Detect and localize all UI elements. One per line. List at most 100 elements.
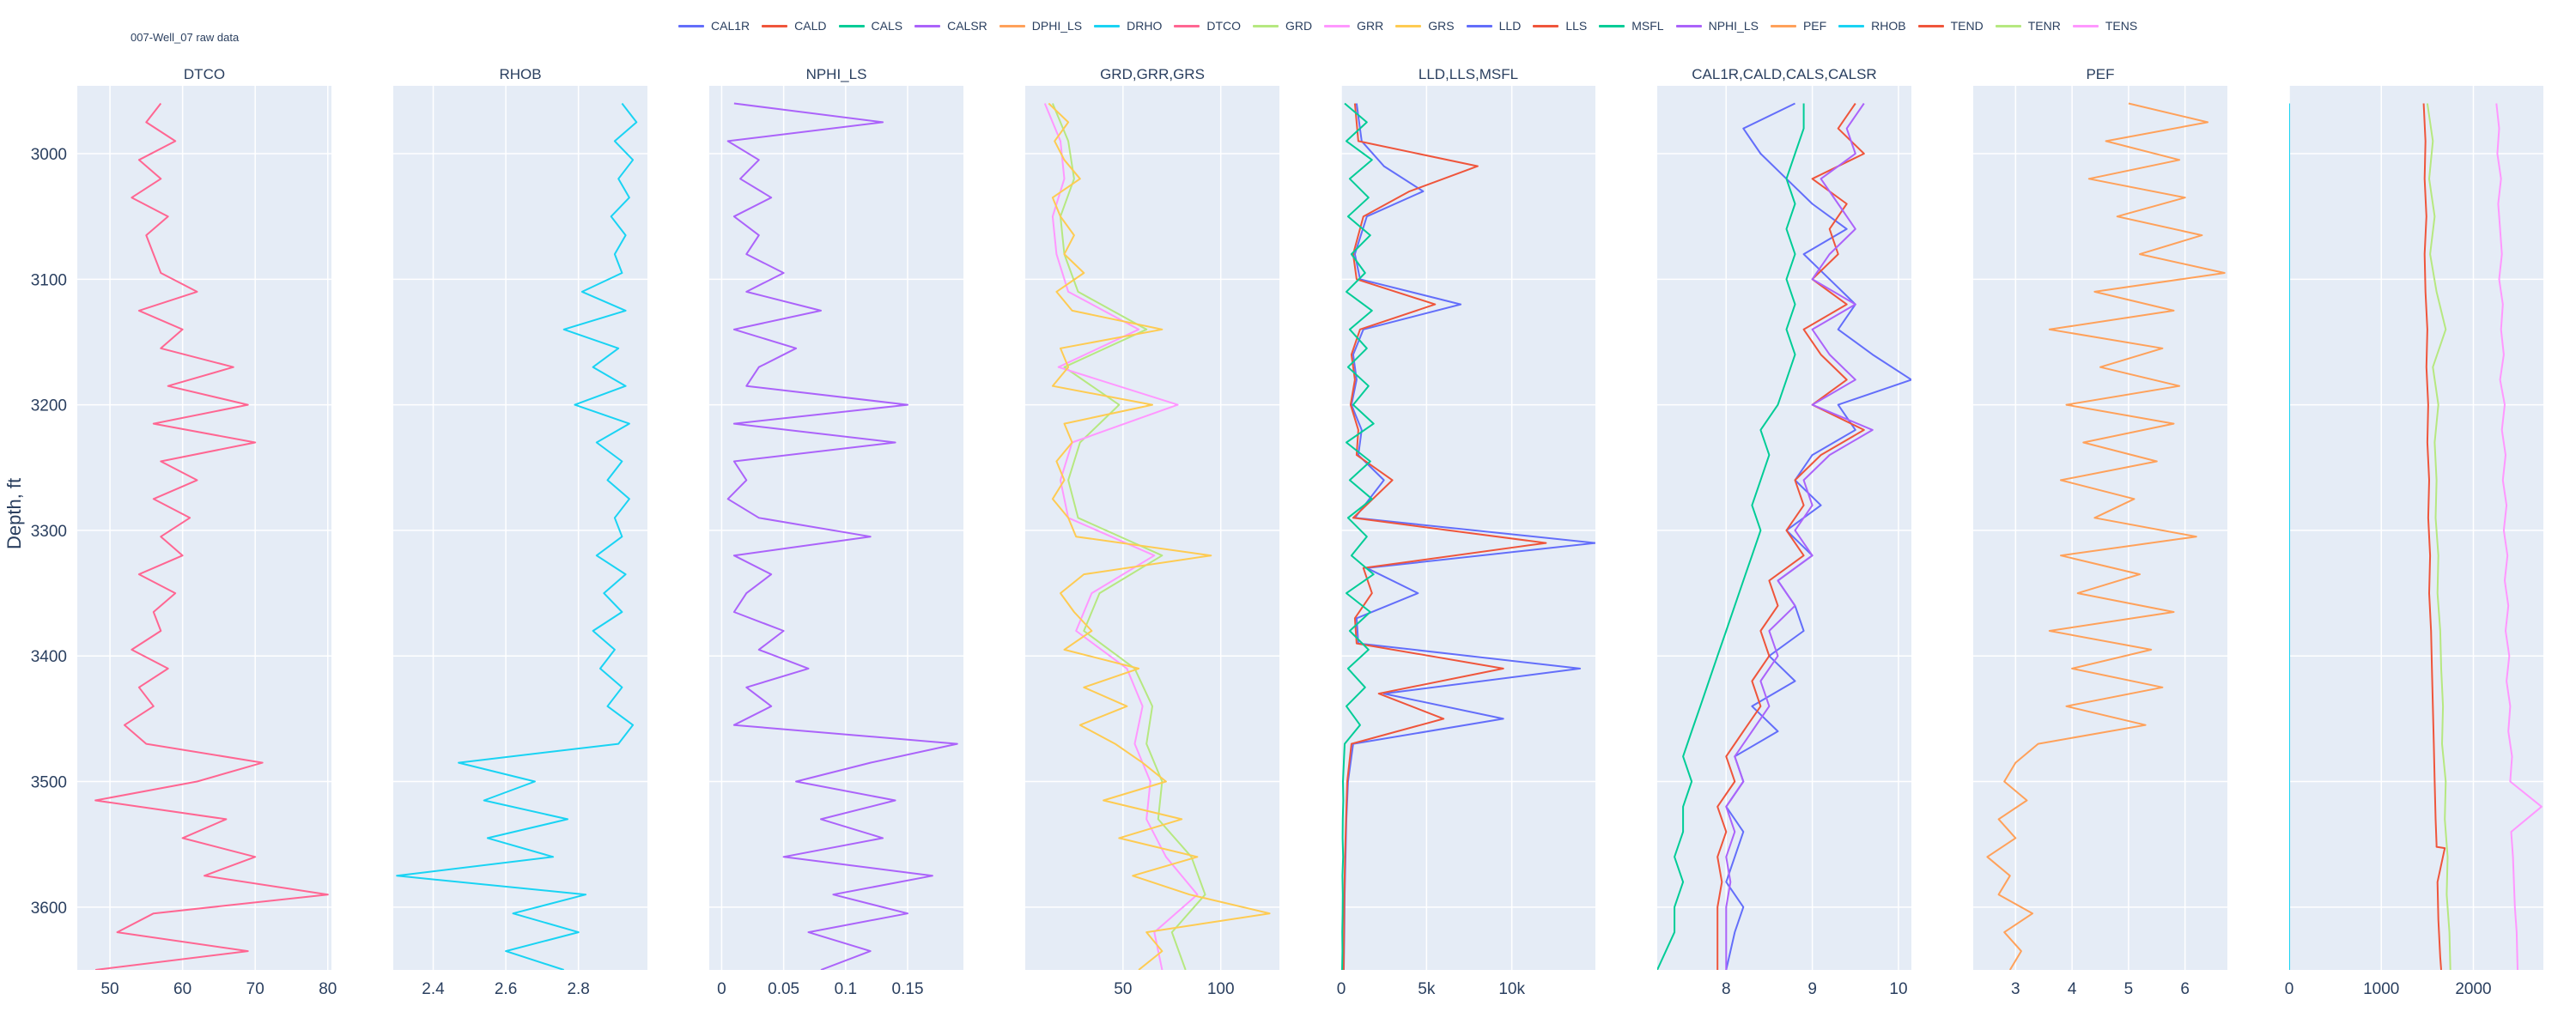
legend-item-drho[interactable]: DRHO [1094, 19, 1162, 33]
x-tick-label: 5k [1418, 980, 1436, 998]
legend-item-nphi-ls[interactable]: NPHI_LS [1675, 19, 1759, 33]
series-line-grr [1043, 103, 1199, 970]
track-grd-grr-grs: 50 100 GRD,GRR,GRS [1025, 66, 1279, 998]
track-pef: 3 4 5 6 PEF [1973, 66, 2227, 998]
legend-swatch [1395, 24, 1422, 27]
legend-label: GRD [1285, 19, 1313, 33]
plot-area [1973, 86, 2227, 970]
legend-label: GRS [1428, 19, 1455, 33]
track-nphi-ls: 0 0.05 0.1 0.15 NPHI_LS [709, 66, 963, 998]
track-title: DTCO [184, 66, 225, 82]
x-tick-label: 5 [2124, 980, 2134, 998]
y-tick-label: 3600 [31, 900, 67, 918]
x-tick-label: 2.8 [567, 980, 589, 998]
legend-swatch [1995, 24, 2021, 27]
x-tick-label: 0.15 [892, 980, 924, 998]
x-tick-label: 9 [1807, 980, 1817, 998]
legend-item-grd[interactable]: GRD [1253, 19, 1312, 33]
y-tick-label: 3100 [31, 271, 67, 289]
legend-item-dphi-ls[interactable]: DPHI_LS [999, 19, 1082, 33]
legend-swatch [1094, 24, 1121, 27]
legend-item-tend[interactable]: TEND [1917, 19, 1984, 33]
series-line-nphi-ls [726, 102, 958, 970]
x-tick-label: 4 [2068, 980, 2077, 998]
legend-label: GRR [1357, 19, 1384, 33]
series-line-calsr [1725, 102, 1874, 970]
legend-item-grs[interactable]: GRS [1395, 19, 1455, 33]
legend-label: LLS [1565, 19, 1588, 33]
track-title: CAL1R,CALD,CALS,CALSR [1692, 66, 1876, 82]
legend-label: PEF [1802, 19, 1827, 33]
series-line-grs [1048, 102, 1271, 970]
x-tick-label: 0 [2285, 980, 2294, 998]
legend-item-grr[interactable]: GRR [1324, 19, 1383, 33]
legend-label: TEND [1950, 19, 1984, 33]
legend-item-cals[interactable]: CALS [838, 19, 903, 33]
legend-item-cald[interactable]: CALD [762, 19, 827, 33]
track-title: GRD,GRR,GRS [1100, 66, 1205, 82]
y-tick-label: 3200 [31, 397, 67, 415]
series-line-tend [2422, 103, 2446, 970]
legend-label: MSFL [1631, 19, 1664, 33]
x-tick-label: 60 [173, 980, 191, 998]
x-tick-label: 100 [1207, 980, 1235, 998]
legend-swatch [2072, 24, 2099, 27]
legend-item-calsr[interactable]: CALSR [914, 19, 987, 33]
x-tick-label: 2.4 [422, 980, 445, 998]
legend-swatch [1599, 24, 1625, 27]
y-tick-label: 3400 [31, 648, 67, 666]
legend-label: CALD [794, 19, 827, 33]
legend-swatch [999, 24, 1025, 27]
series-line-lls [1342, 103, 1547, 970]
x-tick-label: 2000 [2455, 980, 2491, 998]
series-line-msfl [1341, 102, 1375, 970]
track-tension: 0 1000 2000 [2285, 86, 2543, 998]
legend-label: TENS [2105, 19, 2138, 33]
legend-label: CALS [871, 19, 903, 33]
legend-swatch [1838, 24, 1865, 27]
legend-item-tens[interactable]: TENS [2072, 19, 2138, 33]
legend-item-msfl[interactable]: MSFL [1599, 19, 1664, 33]
legend-swatch [1533, 24, 1559, 27]
series-line-cals [1657, 103, 1805, 970]
x-tick-label: 0 [1337, 980, 1346, 998]
legend-swatch [1770, 24, 1796, 27]
x-tick-label: 3 [2011, 980, 2020, 998]
legend: CAL1R CALD CALS CALSR DPHI_LS DRHO DTCO GRD GRR G… [678, 14, 2149, 38]
series-line-pef [1986, 102, 2226, 970]
x-tick-label: 80 [319, 980, 337, 998]
series-line-dtco [94, 102, 329, 970]
x-tick-label: 50 [1114, 980, 1132, 998]
track-dtco: 50 60 70 80 DTCO [77, 66, 337, 998]
legend-label: LLD [1498, 19, 1522, 33]
x-tick-label: 8 [1722, 980, 1731, 998]
track-title: RHOB [499, 66, 541, 82]
legend-swatch [1324, 24, 1351, 27]
x-tick-label: 70 [246, 980, 264, 998]
plot-area [2289, 86, 2543, 970]
legend-item-lls[interactable]: LLS [1533, 19, 1587, 33]
x-tick-label: 1000 [2363, 980, 2399, 998]
x-tick-label: 2.6 [495, 980, 517, 998]
legend-label: DPHI_LS [1031, 19, 1083, 33]
x-tick-label: 0 [717, 980, 726, 998]
x-tick-label: 0.05 [768, 980, 799, 998]
plot-area [709, 86, 963, 970]
series-line-cald [1716, 102, 1865, 970]
legend-label: DTCO [1206, 19, 1242, 33]
legend-item-cal1r[interactable]: CAL1R [678, 19, 750, 33]
legend-item-tenr[interactable]: TENR [1995, 19, 2061, 33]
legend-swatch [1675, 24, 1702, 27]
legend-item-lld[interactable]: LLD [1466, 19, 1522, 33]
plot-area [1657, 86, 1911, 970]
track-title: NPHI_LS [806, 66, 867, 82]
legend-item-dtco[interactable]: DTCO [1174, 19, 1241, 33]
legend-item-pef[interactable]: PEF [1770, 19, 1827, 33]
legend-swatch [1253, 24, 1279, 27]
series-line-rhob [396, 102, 638, 970]
legend-label: CAL1R [711, 19, 750, 33]
legend-item-rhob[interactable]: RHOB [1838, 19, 1906, 33]
legend-label: RHOB [1871, 19, 1906, 33]
y-tick-label: 3300 [31, 523, 67, 541]
